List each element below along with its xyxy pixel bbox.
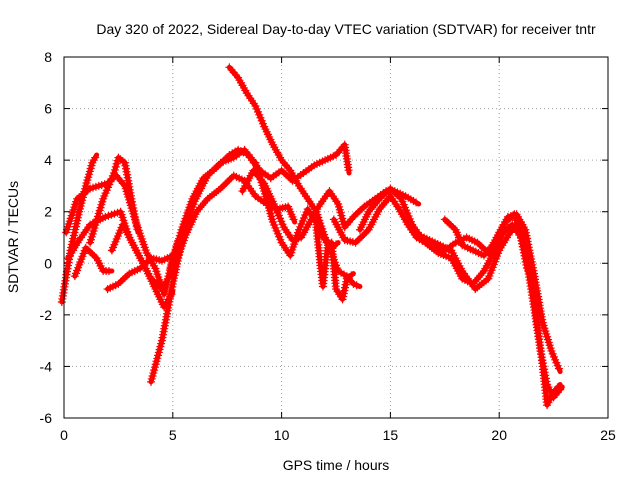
data-point <box>412 198 421 207</box>
data-point <box>289 215 298 224</box>
y-tick-label: 4 <box>44 152 52 168</box>
data-point <box>91 153 100 162</box>
x-tick-label: 25 <box>600 427 616 443</box>
y-tick-label: -2 <box>40 307 53 323</box>
data-point <box>133 225 142 234</box>
series-layer <box>57 63 565 410</box>
plot-frame <box>63 56 609 419</box>
x-axis-label: GPS time / hours <box>283 457 390 473</box>
y-tick-label: 8 <box>44 49 52 65</box>
series-markers-track-5 <box>86 153 142 247</box>
series-markers-track-17 <box>440 210 565 402</box>
chart-title: Day 320 of 2022, Sidereal Day-to-day VTE… <box>96 21 596 37</box>
x-tick-label: 15 <box>383 427 399 443</box>
series-markers-track-13 <box>312 223 356 304</box>
data-point <box>344 166 353 175</box>
x-tick-label: 20 <box>491 427 507 443</box>
data-point <box>352 281 361 290</box>
data-point <box>554 364 563 373</box>
y-tick-label: -6 <box>40 410 53 426</box>
data-point <box>347 271 356 280</box>
x-tick-label: 0 <box>60 427 68 443</box>
y-axis-label: SDTVAR / TECUs <box>5 181 21 293</box>
y-tick-label: -4 <box>40 358 53 374</box>
data-point <box>556 385 565 394</box>
y-tick-label: 0 <box>44 255 52 271</box>
series-markers-track-12 <box>251 158 361 290</box>
x-tick-label: 10 <box>274 427 290 443</box>
series-markers-track-4 <box>70 243 113 281</box>
y-tick-label: 6 <box>44 101 52 117</box>
x-tick-label: 5 <box>169 427 177 443</box>
series-markers-track-7 <box>107 220 176 312</box>
data-point <box>104 267 113 276</box>
y-tick-label: 2 <box>44 204 52 220</box>
